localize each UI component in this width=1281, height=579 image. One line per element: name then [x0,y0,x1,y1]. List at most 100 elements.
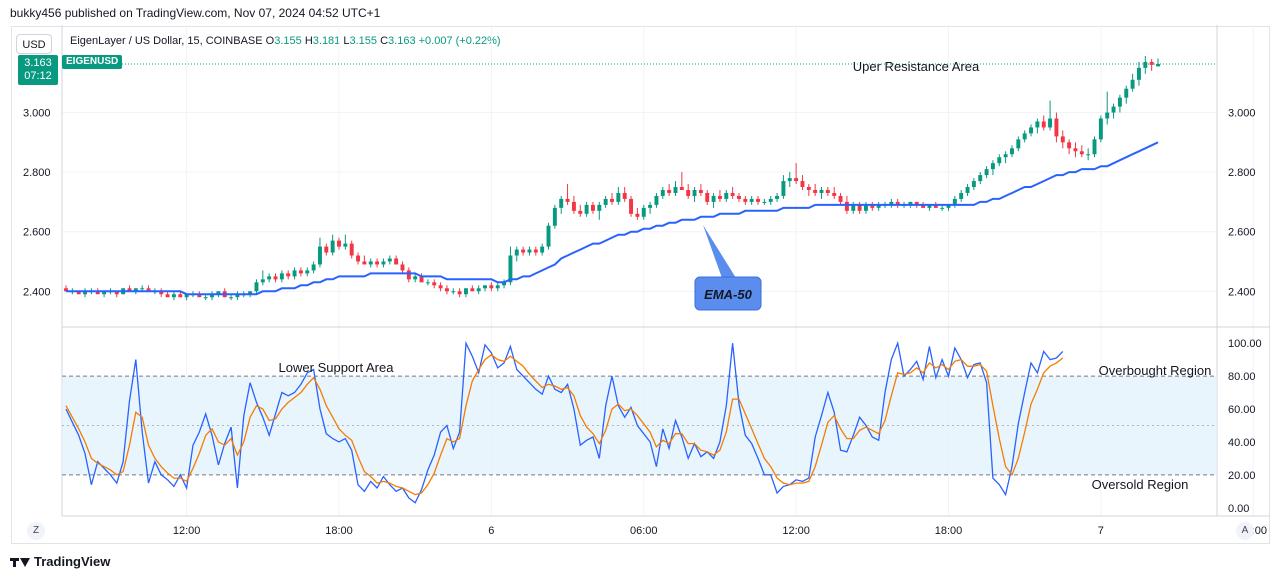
open-value: 3.155 [274,35,302,47]
candle-body [832,192,837,196]
last-price: 3.163 [24,57,52,69]
overbought-annotation: Overbought Region [1099,363,1212,378]
candle-body [1124,88,1129,98]
candle-body [616,192,621,202]
ema-callout-pointer [703,225,736,278]
time-axis-label: 7 [1098,525,1104,537]
candle-body [273,276,278,280]
candle-body [419,276,424,283]
candle-body [762,201,767,203]
candle-body [178,294,183,298]
candle-body [216,291,221,295]
candle-body [387,258,392,262]
candle-body [781,181,786,196]
chart-frame [11,26,1270,544]
candle-body [705,192,710,202]
symbol-legend: EigenLayer / US Dollar, 15, COINBASE O3.… [70,35,501,47]
candle-body [489,285,494,289]
candle-body [210,294,214,298]
candle-body [1149,61,1154,65]
candle-body [768,198,773,202]
footer-brand: TradingView [10,554,110,569]
candle-body [451,291,456,293]
candle-body [184,294,189,298]
price-axis-label-right: 2.400 [1228,286,1256,298]
candle-body [248,291,253,295]
candle-body [1156,63,1160,67]
candle-body [1067,142,1072,149]
rsi-axis-label: 60.00 [1228,404,1256,416]
candle-body [159,291,164,295]
candle-body [546,225,551,247]
candle-body [730,192,735,196]
candle-body [356,255,361,262]
candle-body [317,246,322,265]
candle-body [540,246,545,253]
ema-callout-label: EMA-50 [704,287,752,302]
candle-body [863,204,868,211]
price-axis-label-left: 2.800 [23,167,51,179]
candle-body [476,288,481,292]
candle-body [1098,118,1103,140]
candle-body [527,249,532,253]
candle-body [375,261,380,265]
candle-body [102,291,107,295]
rsi-axis-label: 100.00 [1228,338,1262,350]
candle-body [857,204,862,211]
candle-body [889,201,894,205]
candle-body [921,204,926,208]
candle-body [667,189,672,193]
candle-body [1016,139,1021,149]
close-label: C [380,35,389,47]
candle-body [965,187,970,193]
candle-body [851,204,856,211]
candle-body [717,195,722,199]
candle-body [432,282,437,286]
candle-body [502,282,507,286]
ema-50-line [66,141,1159,296]
candle-body [571,201,576,211]
ema-callout-box [694,276,762,311]
candle-body [724,192,729,199]
rsi-axis-label: 40.00 [1228,437,1256,449]
candle-body [997,157,1002,164]
candle-body [749,198,754,202]
candle-body [311,264,316,271]
candle-body [514,249,519,256]
zoom-button[interactable]: Z [27,522,45,540]
time-axis-label: 12:00 [782,525,810,537]
candle-body [324,246,329,253]
candle-body [127,288,132,292]
candle-body [590,204,595,211]
change-value: +0.007 (+0.22%) [418,35,501,47]
candle-body [603,198,608,205]
candle-body [1130,79,1135,89]
candle-body [133,288,138,292]
candle-body [679,187,684,190]
candle-body [483,285,487,289]
candle-body [552,207,557,226]
candle-body [1003,154,1008,158]
currency-button[interactable]: USD [16,34,52,54]
candle-body [400,264,405,271]
high-label: H [304,35,313,47]
candle-body [825,189,830,193]
candle-body [495,285,500,289]
candle-body [343,243,348,247]
candle-body [1143,61,1148,68]
candle-body [165,294,170,298]
candle-body [743,198,748,202]
candle-body [787,178,792,182]
candle-body [64,288,68,292]
candle-body [1086,154,1091,156]
candle-body [508,255,513,283]
candle-body [813,189,818,193]
tradingview-logo-icon [10,556,30,568]
candle-body [260,279,265,283]
candle-body [521,249,526,253]
candle-body [1035,121,1040,128]
candle-body [952,198,957,205]
candle-body [648,204,653,208]
auto-scale-button[interactable]: A [1236,522,1254,540]
